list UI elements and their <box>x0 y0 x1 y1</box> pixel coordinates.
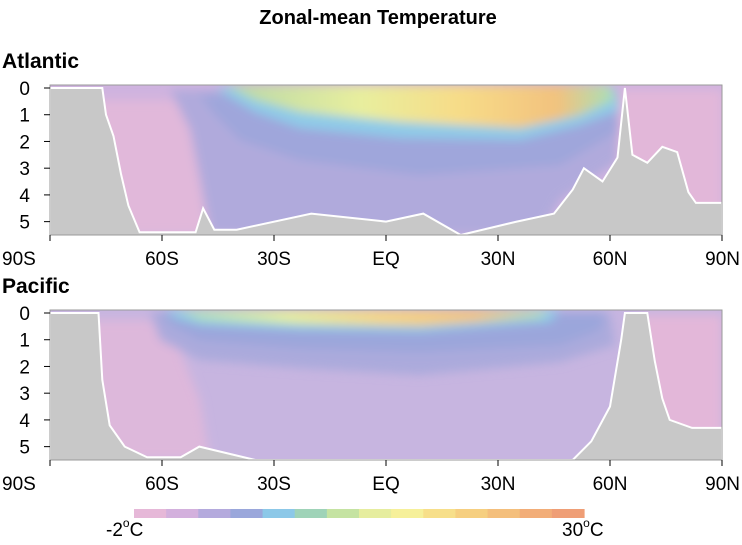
colorbar-swatch <box>391 509 424 518</box>
colorbar-max-unit: C <box>590 520 604 541</box>
colorbar-min-label: -2oC <box>106 516 143 541</box>
latitude-tick-label: 30S <box>257 474 291 495</box>
latitude-tick-label: EQ <box>372 474 399 495</box>
colorbar-swatch <box>198 509 232 518</box>
depth-tick-label: 2 <box>19 357 30 378</box>
colorbar-min-unit: C <box>130 520 144 541</box>
chart-title: Zonal-mean Temperature <box>259 7 496 29</box>
pacific-latitude-axis: 90S 60S 30S EQ 30N 60N 90N <box>2 460 740 495</box>
svg-text:30oC: 30oC <box>562 516 604 541</box>
pacific-panel: 0 1 2 3 4 5 90S 60S 30S EQ 30N 60N 90N <box>2 304 740 495</box>
pacific-land-mask <box>50 312 722 460</box>
colorbar-swatch <box>487 509 521 518</box>
latitude-tick-label: 30S <box>257 249 291 270</box>
atlantic-panel: 0 1 2 3 4 5 90S 60S 30S EQ 30N 60N 90N <box>2 79 740 270</box>
colorbar-swatch <box>359 509 392 518</box>
latitude-tick-label: 30N <box>481 249 516 270</box>
latitude-tick-label: 90S <box>2 474 36 495</box>
panel-label-pacific: Pacific <box>2 275 70 298</box>
atlantic-depth-axis: 0 1 2 3 4 5 <box>19 79 50 234</box>
colorbar-swatch <box>294 509 328 518</box>
colorbar-max-value: 30 <box>562 520 583 541</box>
latitude-tick-label: 60S <box>145 474 179 495</box>
pacific-temperature-field <box>50 310 722 460</box>
colorbar-max-label: 30oC <box>562 516 604 541</box>
latitude-tick-label: EQ <box>372 249 399 270</box>
colorbar-swatch <box>262 509 296 518</box>
atlantic-land-mask <box>50 87 722 235</box>
depth-tick-label: 3 <box>19 159 30 180</box>
pacific-depth-axis: 0 1 2 3 4 5 <box>19 304 50 459</box>
latitude-tick-label: 90N <box>705 474 740 495</box>
colorbar <box>134 509 585 518</box>
latitude-tick-label: 90N <box>705 249 740 270</box>
colorbar-min-degree: o <box>123 516 130 530</box>
depth-tick-label: 1 <box>19 331 30 352</box>
latitude-tick-label: 60N <box>593 249 628 270</box>
latitude-tick-label: 90S <box>2 249 36 270</box>
atlantic-latitude-axis: 90S 60S 30S EQ 30N 60N 90N <box>2 235 740 270</box>
depth-tick-label: 2 <box>19 132 30 153</box>
colorbar-swatch <box>134 509 167 518</box>
depth-tick-label: 0 <box>19 304 30 325</box>
depth-tick-label: 3 <box>19 384 30 405</box>
svg-text:-2oC: -2oC <box>106 516 143 541</box>
depth-tick-label: 4 <box>19 411 30 432</box>
latitude-tick-label: 30N <box>481 474 516 495</box>
depth-tick-label: 0 <box>19 79 30 100</box>
colorbar-min-value: -2 <box>106 520 123 541</box>
depth-tick-label: 1 <box>19 106 30 127</box>
latitude-tick-label: 60N <box>593 474 628 495</box>
colorbar-max-degree: o <box>583 516 590 530</box>
depth-tick-label: 5 <box>19 213 30 234</box>
depth-tick-label: 4 <box>19 186 30 207</box>
colorbar-swatch <box>166 509 199 518</box>
colorbar-swatch <box>230 509 264 518</box>
depth-tick-label: 5 <box>19 438 30 459</box>
colorbar-swatch <box>423 509 457 518</box>
colorbar-swatch <box>519 509 553 518</box>
colorbar-swatch <box>551 509 585 518</box>
colorbar-swatch <box>326 509 360 518</box>
colorbar-swatch <box>455 509 489 518</box>
latitude-tick-label: 60S <box>145 249 179 270</box>
panel-label-atlantic: Atlantic <box>2 50 79 73</box>
